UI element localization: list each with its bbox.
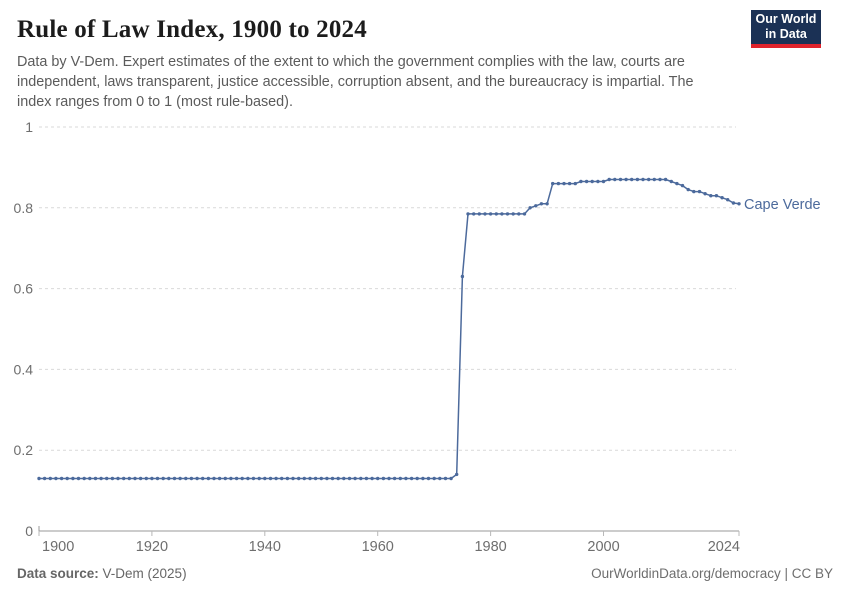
x-axis <box>38 526 740 536</box>
svg-text:0: 0 <box>25 523 33 539</box>
credit-link[interactable]: OurWorldinData.org/democracy | CC BY <box>591 566 833 581</box>
svg-text:1920: 1920 <box>136 539 168 555</box>
series-line[interactable] <box>38 178 740 480</box>
entity-label[interactable]: Cape Verde <box>744 197 821 213</box>
svg-text:0.8: 0.8 <box>14 200 34 216</box>
owid-logo-line2: in Data <box>765 27 807 41</box>
owid-logo-line1: Our World <box>755 12 817 26</box>
svg-text:1940: 1940 <box>249 539 281 555</box>
chart-subtitle: Data by V-Dem. Expert estimates of the e… <box>17 54 694 110</box>
x-axis-labels: 1900 1920 1940 1960 1980 2000 2024 <box>42 539 740 555</box>
chart-footer: Data source: V-Dem (2025) OurWorldinData… <box>17 566 833 581</box>
owid-logo[interactable]: Our World in Data <box>751 10 821 48</box>
svg-text:0.4: 0.4 <box>14 361 34 377</box>
svg-text:2024: 2024 <box>708 539 740 555</box>
svg-text:0.6: 0.6 <box>14 281 34 297</box>
y-gridlines <box>39 126 736 451</box>
chart-header: Rule of Law Index, 1900 to 2024 Data by … <box>17 0 850 113</box>
svg-text:1980: 1980 <box>474 539 506 555</box>
page-title: Rule of Law Index, 1900 to 2024 <box>17 16 367 43</box>
data-source-value: V-Dem (2025) <box>98 566 187 581</box>
svg-text:0.2: 0.2 <box>14 442 34 458</box>
svg-text:1960: 1960 <box>362 539 394 555</box>
svg-text:1900: 1900 <box>42 539 74 555</box>
series-points <box>37 177 741 481</box>
data-source-note: Data source: V-Dem (2025) <box>17 566 187 581</box>
svg-text:2000: 2000 <box>587 539 619 555</box>
y-axis-labels: 0 0.2 0.4 0.6 0.8 1 <box>14 119 34 539</box>
data-source-label: Data source: <box>17 566 99 581</box>
svg-text:1: 1 <box>25 119 33 135</box>
